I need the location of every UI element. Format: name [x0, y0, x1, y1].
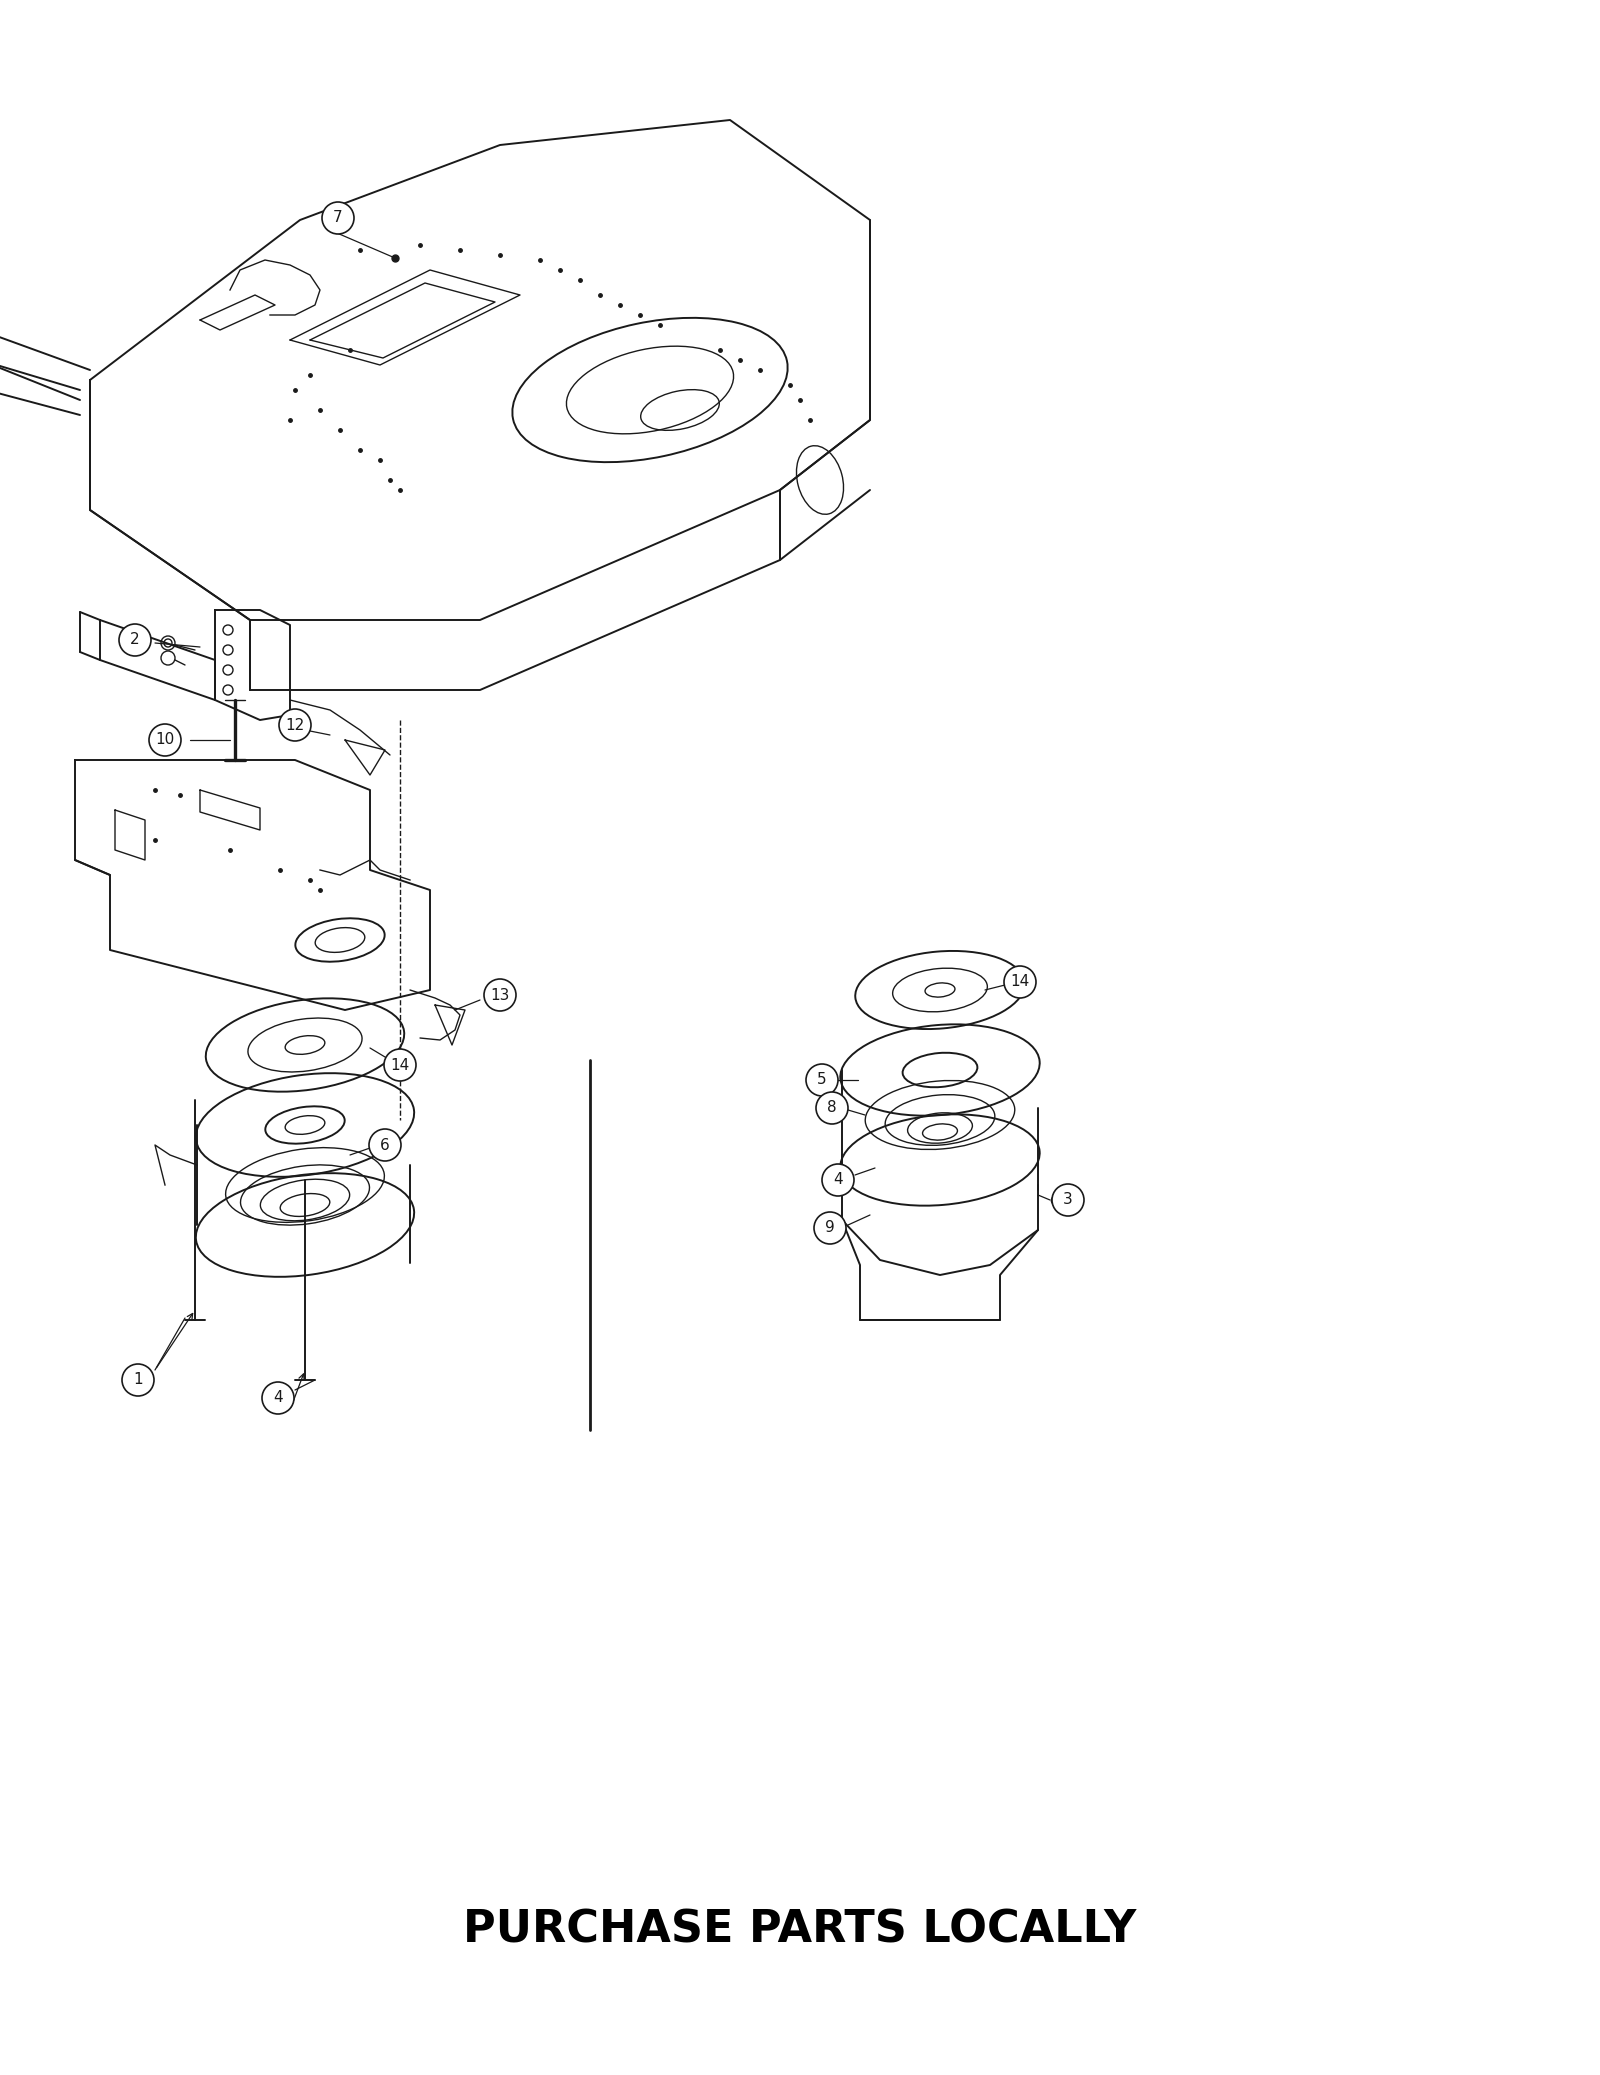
Text: 6: 6 [381, 1137, 390, 1152]
Circle shape [816, 1091, 848, 1125]
Circle shape [118, 625, 150, 656]
Circle shape [822, 1164, 854, 1195]
Text: 14: 14 [390, 1058, 410, 1073]
Text: 1: 1 [133, 1372, 142, 1388]
Text: 14: 14 [1010, 975, 1030, 990]
Text: 12: 12 [285, 718, 304, 732]
Text: 13: 13 [490, 988, 510, 1002]
Circle shape [278, 710, 310, 741]
Circle shape [122, 1363, 154, 1396]
Circle shape [806, 1064, 838, 1096]
Text: 8: 8 [827, 1100, 837, 1116]
Text: 7: 7 [333, 210, 342, 226]
Circle shape [1053, 1185, 1085, 1216]
Text: PURCHASE PARTS LOCALLY: PURCHASE PARTS LOCALLY [464, 1909, 1136, 1950]
Circle shape [262, 1382, 294, 1413]
Circle shape [370, 1129, 402, 1162]
Text: 4: 4 [274, 1390, 283, 1405]
Circle shape [384, 1050, 416, 1081]
Circle shape [149, 724, 181, 755]
Circle shape [814, 1212, 846, 1245]
Text: 2: 2 [130, 633, 139, 647]
Text: 4: 4 [834, 1172, 843, 1187]
Text: 10: 10 [155, 732, 174, 747]
Circle shape [1005, 967, 1037, 998]
Circle shape [483, 979, 515, 1011]
Text: 9: 9 [826, 1220, 835, 1235]
Text: 5: 5 [818, 1073, 827, 1087]
Text: 3: 3 [1062, 1193, 1074, 1208]
Circle shape [322, 201, 354, 234]
